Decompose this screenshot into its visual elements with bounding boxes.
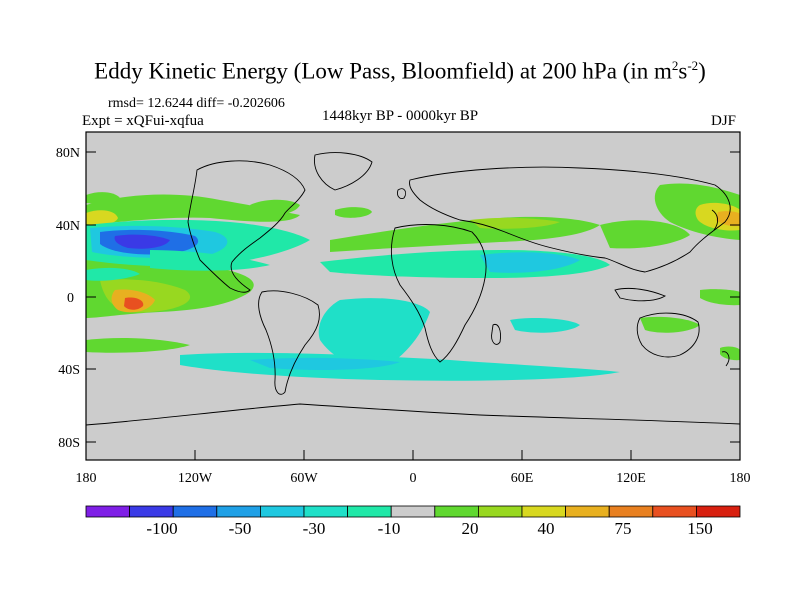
colorbar-swatch-3 <box>172 505 218 518</box>
lon-labels: 180 120W 60W 0 60E 120E 180 <box>76 471 751 486</box>
contour-nh-pacific-green <box>86 194 300 225</box>
contour-pacific-tropical-cyan <box>86 267 140 281</box>
indonesia-coast <box>614 287 667 302</box>
contour-australia-green <box>640 316 700 333</box>
lon-ticks <box>85 450 741 460</box>
lat-ticks <box>86 151 740 443</box>
stats-text: rmsd= 12.6244 diff= -0.202606 <box>108 96 285 111</box>
contour-mid-pacific-cyan <box>150 250 270 271</box>
lat-label-80n: 80N <box>56 146 80 161</box>
colorbar-swatch-6 <box>303 505 348 518</box>
contour-pacific-nh-yellow <box>86 210 118 225</box>
negative-contours <box>86 219 620 381</box>
lon-label-60w: 60W <box>290 471 318 486</box>
colorbar-label-3: -30 <box>302 519 326 538</box>
lon-label-120e: 120E <box>616 471 646 486</box>
contour-pacific-south-red <box>124 297 144 310</box>
colorbar-label-7: 75 <box>614 519 632 538</box>
colorbar-label-4: -10 <box>377 519 401 538</box>
contour-southern-ocean-blue <box>250 357 400 370</box>
contour-asia-green <box>600 220 690 249</box>
antarctica-coast <box>86 403 740 426</box>
colorbar-label-6: 40 <box>537 519 555 538</box>
contour-north-atlantic-green <box>250 199 300 216</box>
colorbar-label-1: -100 <box>146 519 178 538</box>
lat-labels: 80N 40N 0 40S 80S <box>56 146 80 451</box>
colorbar-swatch-9 <box>434 505 479 518</box>
contour-southatlantic-cyan <box>318 298 430 370</box>
colorbar-swatch-10 <box>477 505 523 518</box>
lon-label-180w: 180 <box>76 471 97 486</box>
positive-contours <box>86 183 740 361</box>
coastlines <box>86 152 740 426</box>
lat-label-80s: 80S <box>58 436 80 451</box>
season-label: DJF <box>711 113 737 129</box>
greenland-coast <box>314 152 373 191</box>
colorbar <box>85 505 741 518</box>
colorbar-label-8: 150 <box>687 519 713 538</box>
colorbar-swatch-8 <box>390 505 436 518</box>
contour-south-pacific-green <box>700 289 740 306</box>
south-america-coast <box>258 290 320 395</box>
contour-midatlantic-green-blob <box>335 207 372 218</box>
colorbar-swatch-13 <box>608 505 654 518</box>
contour-nh-pacific-darkblue <box>114 234 170 249</box>
colorbar-swatch-11 <box>521 505 566 518</box>
japan-coast <box>711 209 719 231</box>
lon-label-0: 0 <box>410 471 417 486</box>
colorbar-swatch-5 <box>259 505 305 518</box>
north-america-coast <box>187 160 306 293</box>
contour-north-pacific-edge-green <box>86 192 120 204</box>
madagascar-coast <box>491 323 501 345</box>
period-label: 1448kyr BP - 0000kyr BP <box>322 108 479 124</box>
anomaly-field <box>86 183 740 381</box>
africa-coast <box>390 224 487 363</box>
colorbar-label-5: 20 <box>461 519 479 538</box>
colorbar-swatch-15 <box>696 505 741 518</box>
plot-title: Eddy Kinetic Energy (Low Pass, Bloomfiel… <box>94 58 706 84</box>
lon-label-120w: 120W <box>178 471 213 486</box>
colorbar-swatch-14 <box>652 505 697 518</box>
australia-coast <box>636 312 700 358</box>
colorbar-swatch-12 <box>565 505 610 518</box>
contour-indian-cyan <box>510 317 580 333</box>
lon-label-180e: 180 <box>730 471 751 486</box>
contour-arabia-cyan <box>480 252 580 273</box>
colorbar-swatch-2 <box>129 505 174 518</box>
colorbar-label-2: -50 <box>228 519 252 538</box>
contour-atlantic-yellow <box>470 217 560 229</box>
lat-label-40s: 40S <box>58 363 80 378</box>
new-zealand-coast <box>721 351 730 367</box>
uk-coast <box>397 188 407 199</box>
experiment-label: Expt = xQFui-xqfua <box>82 113 204 129</box>
lon-label-60e: 60E <box>511 471 534 486</box>
lat-label-40n: 40N <box>56 219 80 234</box>
contour-east-asia-orange <box>716 211 740 227</box>
lat-label-eq: 0 <box>67 291 74 306</box>
eurasia-coast <box>409 166 731 273</box>
colorbar-swatch-7 <box>347 505 392 518</box>
colorbar-swatch-4 <box>216 505 261 518</box>
contour-eastern-pacific-green <box>86 337 190 353</box>
colorbar-swatch-1 <box>85 505 130 518</box>
contour-nz-green <box>720 346 740 361</box>
